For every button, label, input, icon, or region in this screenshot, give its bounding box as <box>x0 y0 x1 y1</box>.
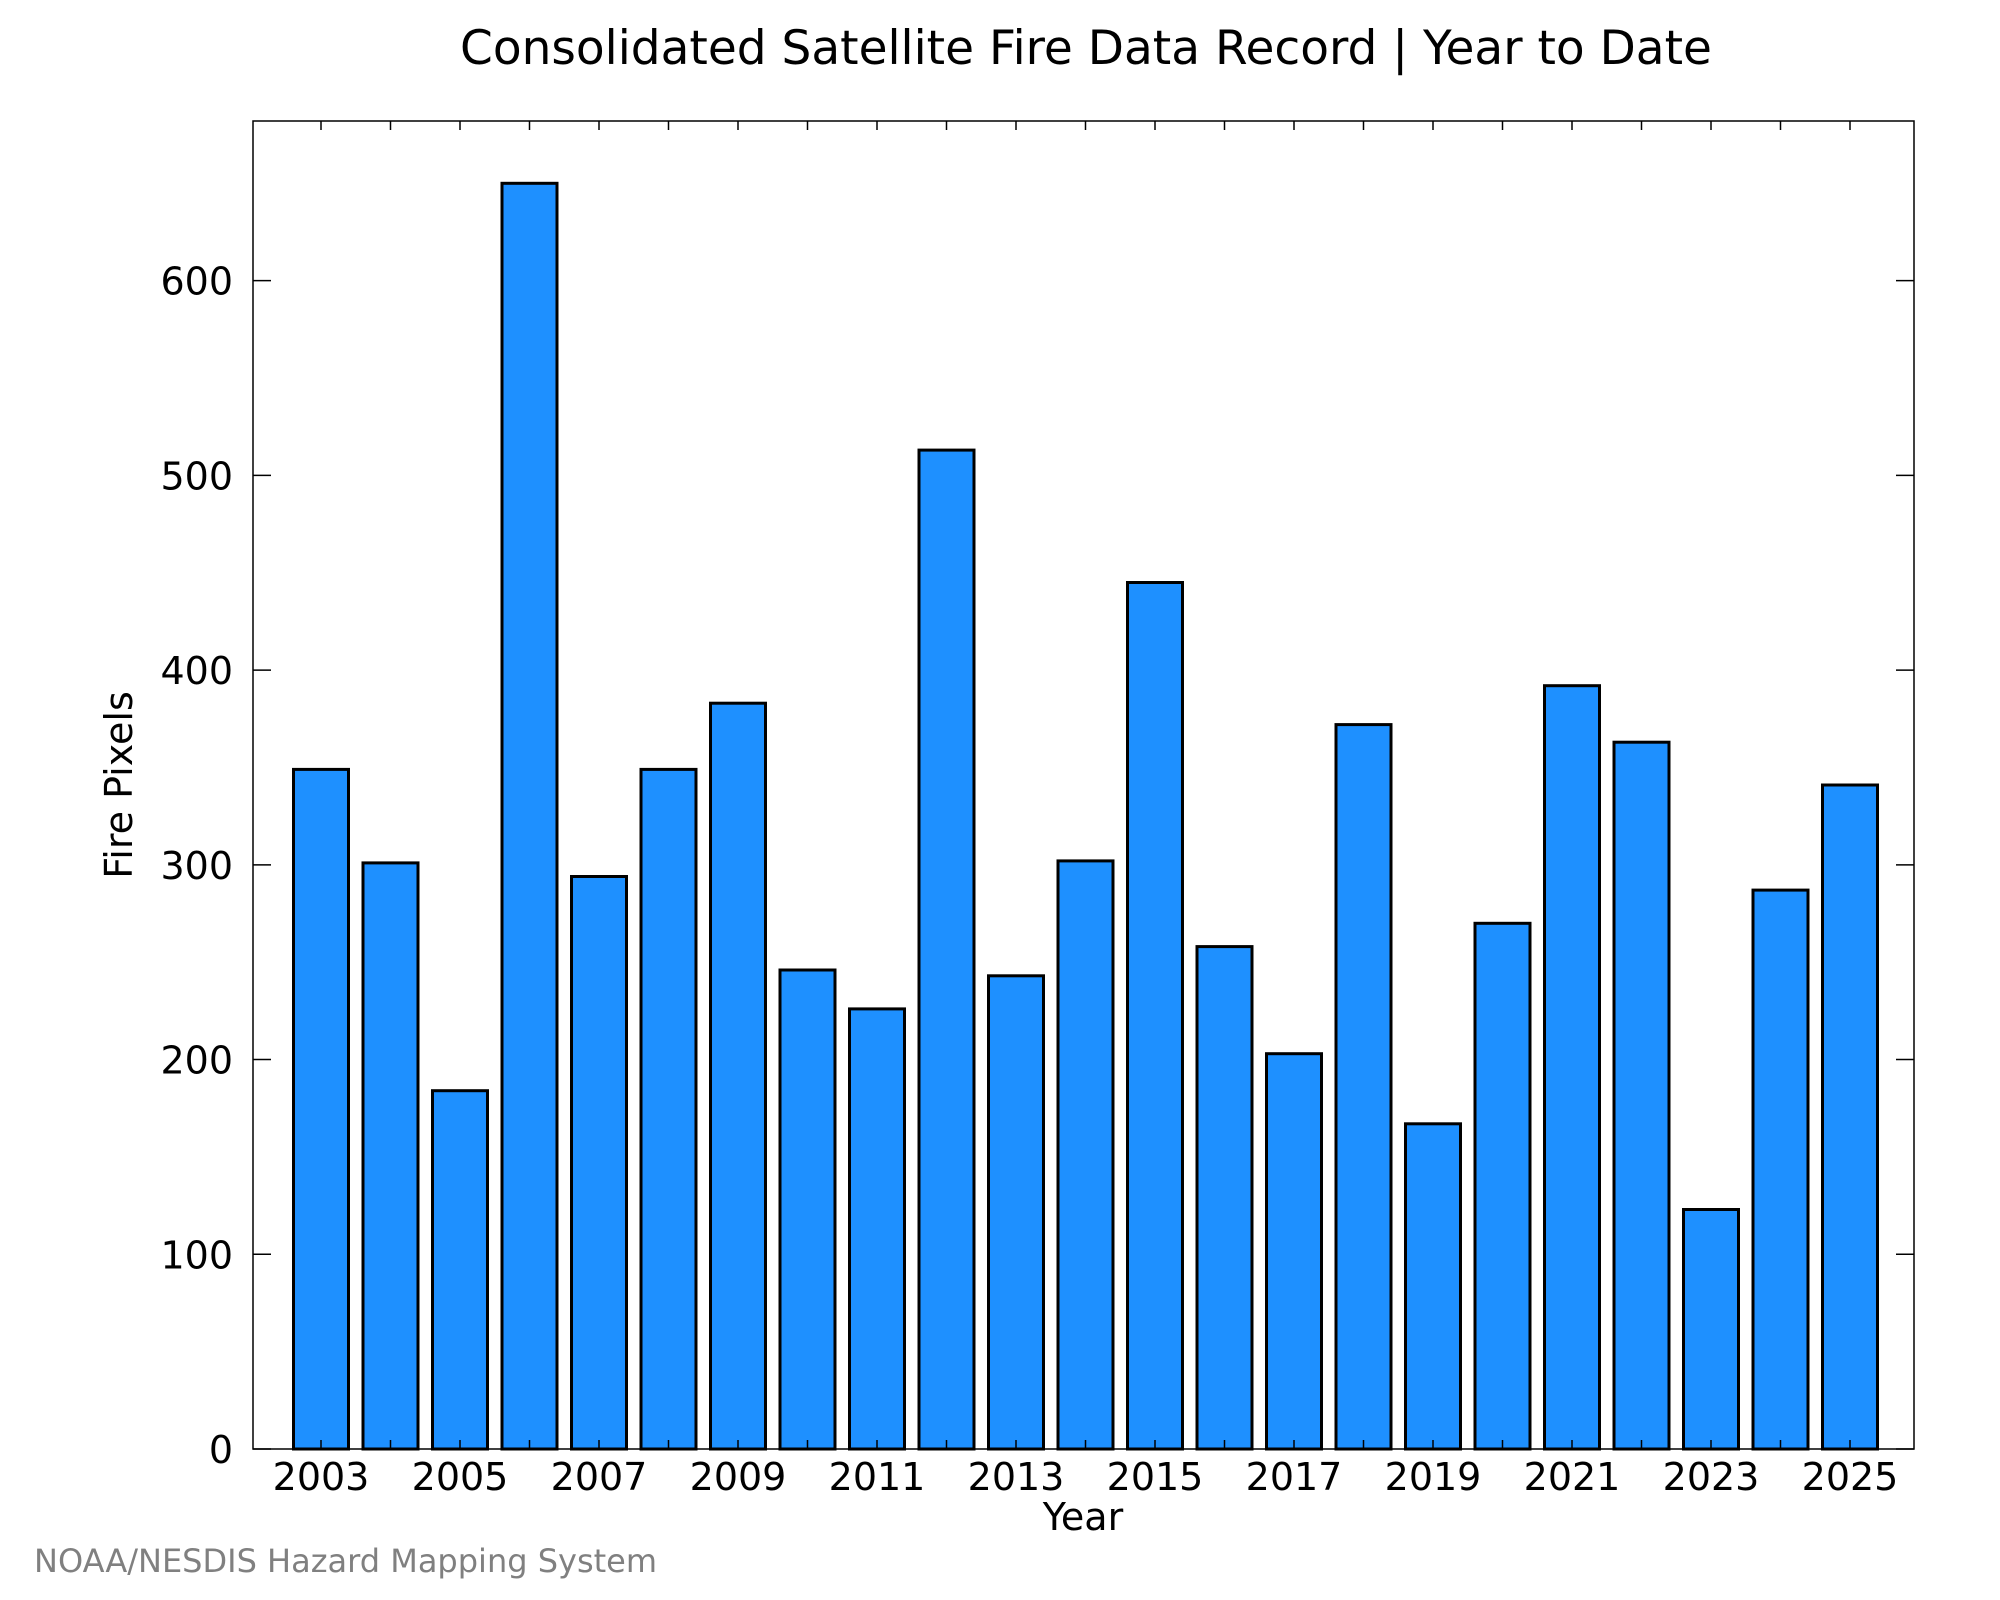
bar-2015 <box>1126 581 1184 1451</box>
x-tick-label: 2009 <box>690 1455 787 1499</box>
x-tick-label: 2007 <box>551 1455 648 1499</box>
x-tick-label: 2025 <box>1802 1455 1899 1499</box>
x-tick-label: 2023 <box>1663 1455 1760 1499</box>
source-credit: NOAA/NESDIS Hazard Mapping System <box>34 1542 657 1580</box>
bar-2014 <box>1056 859 1115 1451</box>
y-tick-label: 0 <box>209 1428 233 1472</box>
bar-2005 <box>431 1089 489 1451</box>
bar-2003 <box>292 767 350 1451</box>
bar-2016 <box>1195 945 1254 1451</box>
x-tick-label: 2005 <box>412 1455 509 1499</box>
bar-2013 <box>987 974 1045 1451</box>
x-tick-label: 2003 <box>273 1455 370 1499</box>
y-tick-label: 600 <box>160 260 233 304</box>
bar-2006 <box>500 181 559 1451</box>
bar-2012 <box>917 448 976 1451</box>
y-axis-title: Fire Pixels <box>97 691 141 879</box>
bar-2017 <box>1265 1052 1323 1451</box>
x-axis-title: Year <box>1042 1495 1124 1539</box>
y-tick-label: 200 <box>160 1039 233 1083</box>
x-tick-label: 2019 <box>1385 1455 1482 1499</box>
x-tick-label: 2021 <box>1524 1455 1621 1499</box>
bar-2021 <box>1543 684 1601 1451</box>
bar-2010 <box>778 968 837 1451</box>
bar-2011 <box>848 1007 906 1451</box>
x-axis-ticks: 2003 2005 2007 2009 2011 2013 2015 2017 2019 2021… <box>273 121 1899 1499</box>
bars-group <box>292 181 1879 1451</box>
bar-2018 <box>1334 723 1393 1451</box>
x-tick-label: 2011 <box>829 1455 926 1499</box>
y-axis-ticks: 0 100 200 300 400 500 600 <box>160 260 1914 1472</box>
y-tick-label: 500 <box>160 454 233 498</box>
x-tick-label: 2013 <box>968 1455 1065 1499</box>
y-tick-label: 400 <box>160 649 233 693</box>
bar-2024 <box>1751 888 1810 1451</box>
bar-2020 <box>1473 921 1532 1451</box>
bar-2019 <box>1404 1122 1462 1451</box>
y-tick-label: 100 <box>160 1233 233 1277</box>
x-tick-label: 2015 <box>1107 1455 1204 1499</box>
chart-title: Consolidated Satellite Fire Data Record … <box>460 21 1712 76</box>
bar-2007 <box>570 875 628 1451</box>
bar-2009 <box>709 701 767 1451</box>
y-tick-label: 300 <box>160 844 233 888</box>
bar-2022 <box>1612 740 1671 1451</box>
bar-2023 <box>1682 1208 1740 1451</box>
x-tick-label: 2017 <box>1246 1455 1343 1499</box>
bar-2025 <box>1821 783 1879 1451</box>
bar-2008 <box>639 767 698 1451</box>
bar-2004 <box>361 861 420 1451</box>
